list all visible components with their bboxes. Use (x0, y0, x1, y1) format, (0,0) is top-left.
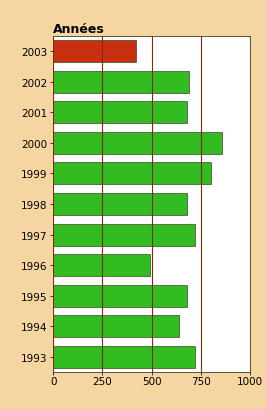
Bar (53, 41, 136, 63)
Bar (53, 193, 187, 216)
Text: Années: Années (53, 22, 105, 36)
Bar (53, 315, 179, 337)
Bar (53, 224, 195, 246)
Bar (53, 285, 187, 307)
Bar (53, 72, 189, 94)
Bar (53, 102, 187, 124)
Bar (53, 133, 222, 155)
Bar (53, 346, 195, 368)
Bar (53, 163, 211, 185)
Bar (53, 254, 150, 276)
